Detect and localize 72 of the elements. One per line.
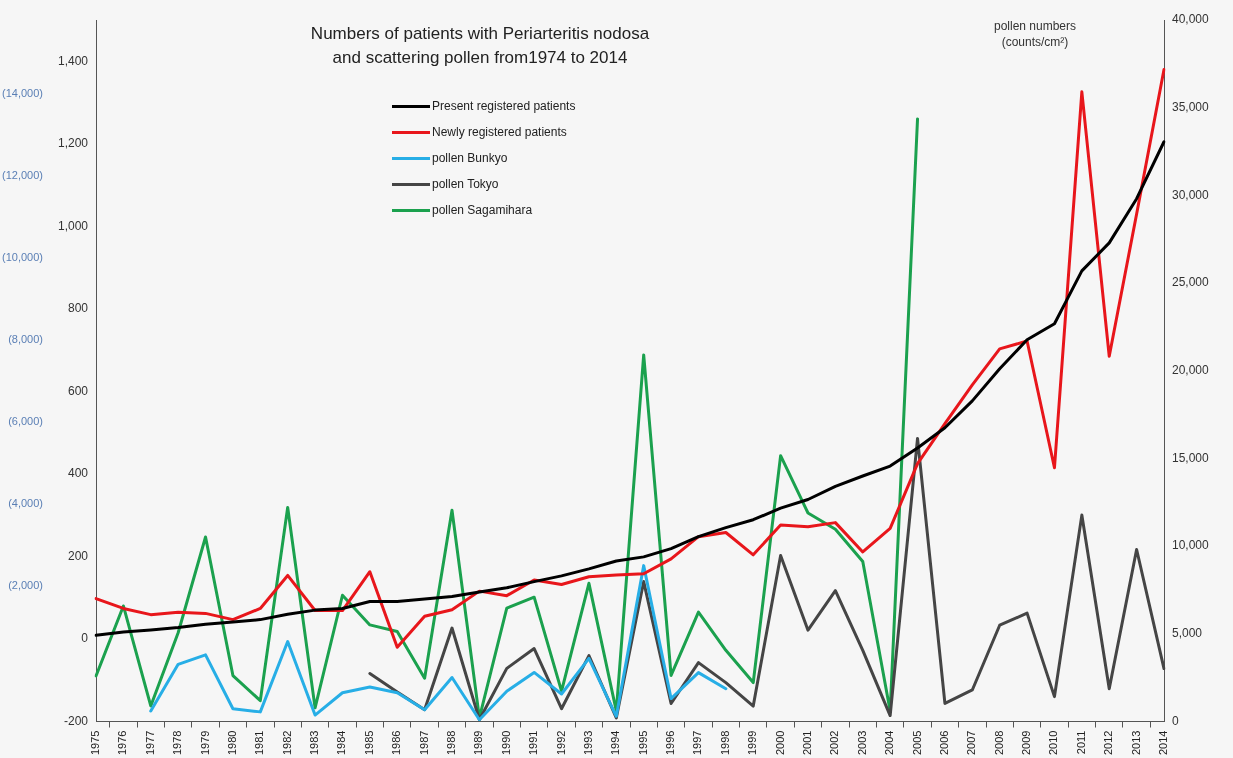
x-tick-label: 1985 bbox=[362, 730, 375, 756]
x-tick-label: 2007 bbox=[965, 730, 978, 756]
x-tick-label: 1990 bbox=[499, 730, 512, 756]
x-tick-label: 2011 bbox=[1074, 730, 1087, 755]
x-tick-label: 1982 bbox=[280, 730, 293, 756]
y2-tick-label: 10,000 bbox=[1172, 538, 1210, 553]
x-tick-label: 1997 bbox=[691, 730, 704, 756]
x-tick-label: 1998 bbox=[718, 730, 731, 756]
x-tick-label: 1996 bbox=[664, 730, 677, 756]
legend-label: pollen Bunkyo bbox=[432, 151, 508, 165]
x-tick-label: 1976 bbox=[116, 730, 129, 756]
x-tick-label: 1977 bbox=[143, 730, 156, 756]
y2-tick-label: 25,000 bbox=[1172, 275, 1210, 290]
x-tick-label: 1979 bbox=[198, 730, 211, 756]
y2-tick-label: 5,000 bbox=[1172, 626, 1203, 641]
y-tick-label: 200 bbox=[67, 548, 89, 563]
y3-tick-label: (8,000) bbox=[8, 333, 43, 346]
x-tick-label: 2009 bbox=[1020, 730, 1033, 756]
x-tick-label: 2005 bbox=[910, 730, 923, 756]
x-tick-label: 2004 bbox=[883, 730, 896, 756]
y-tick-label: 0 bbox=[81, 631, 89, 646]
y2-tick-label: 40,000 bbox=[1172, 12, 1210, 27]
y-tick-label: -200 bbox=[63, 713, 89, 728]
x-tick-label: 1981 bbox=[253, 730, 266, 756]
legend-label: pollen Sagamihara bbox=[432, 203, 533, 217]
x-tick-label: 2002 bbox=[828, 730, 841, 756]
y2-tick-label: 20,000 bbox=[1172, 363, 1210, 378]
text: Numbers of patients with Periarteritis nodosa and scattering pollen from1974 to 2014 bbox=[309, 23, 651, 69]
x-tick-label: 2013 bbox=[1129, 730, 1142, 756]
x-tick-label: 1988 bbox=[445, 730, 458, 756]
y-tick-label: 1,000 bbox=[57, 218, 89, 233]
x-tick-label: 2003 bbox=[855, 730, 868, 756]
x-tick-label: 1991 bbox=[527, 730, 540, 756]
legend-label: pollen Tokyo bbox=[432, 177, 499, 191]
y2-tick-label: 0 bbox=[1172, 713, 1179, 728]
y3-tick-label: (14,000) bbox=[2, 86, 43, 99]
x-tick-label: 1989 bbox=[472, 730, 485, 756]
y-tick-label: 400 bbox=[67, 466, 89, 481]
x-tick-label: 1987 bbox=[417, 730, 430, 756]
x-tick-label: 1994 bbox=[609, 730, 622, 756]
y-tick-label: 600 bbox=[67, 383, 89, 398]
x-tick-label: 1999 bbox=[746, 730, 759, 756]
y2-tick-label: 30,000 bbox=[1172, 187, 1210, 202]
legend-label: Present registered patients bbox=[432, 99, 576, 113]
y2-axis-title: pollen numbers (counts/cm²) bbox=[992, 18, 1078, 50]
x-tick-label: 2008 bbox=[992, 730, 1005, 756]
x-tick-label: 2010 bbox=[1047, 730, 1060, 756]
x-tick-label: 1984 bbox=[335, 730, 348, 756]
x-tick-label: 1993 bbox=[581, 730, 594, 756]
y3-tick-label: (4,000) bbox=[8, 497, 43, 510]
x-tick-label: 1983 bbox=[308, 730, 321, 756]
y2-tick-label: 15,000 bbox=[1172, 450, 1210, 465]
x-tick-label: 2014 bbox=[1157, 730, 1170, 756]
x-tick-label: 2012 bbox=[1102, 730, 1115, 756]
y3-tick-label: (12,000) bbox=[2, 168, 43, 181]
x-tick-label: 2006 bbox=[937, 730, 950, 756]
x-tick-label: 2001 bbox=[801, 730, 814, 756]
x-tick-label: 1980 bbox=[225, 730, 238, 756]
x-tick-label: 2000 bbox=[773, 730, 786, 756]
x-tick-label: 1975 bbox=[89, 730, 102, 756]
y3-tick-label: (10,000) bbox=[2, 250, 43, 263]
y-tick-label: 800 bbox=[67, 301, 89, 316]
x-tick-label: 1986 bbox=[390, 730, 403, 756]
y2-tick-label: 35,000 bbox=[1172, 100, 1210, 114]
y3-tick-label: (6,000) bbox=[8, 415, 43, 428]
y-tick-label: 1,200 bbox=[57, 136, 89, 151]
legend-label: Newly registered patients bbox=[432, 125, 567, 139]
y3-tick-label: (2,000) bbox=[8, 579, 43, 592]
x-tick-label: 1992 bbox=[554, 730, 567, 756]
x-tick-label: 1978 bbox=[171, 730, 184, 756]
x-tick-label: 1995 bbox=[636, 730, 649, 756]
y-tick-label: 1,400 bbox=[57, 53, 89, 68]
